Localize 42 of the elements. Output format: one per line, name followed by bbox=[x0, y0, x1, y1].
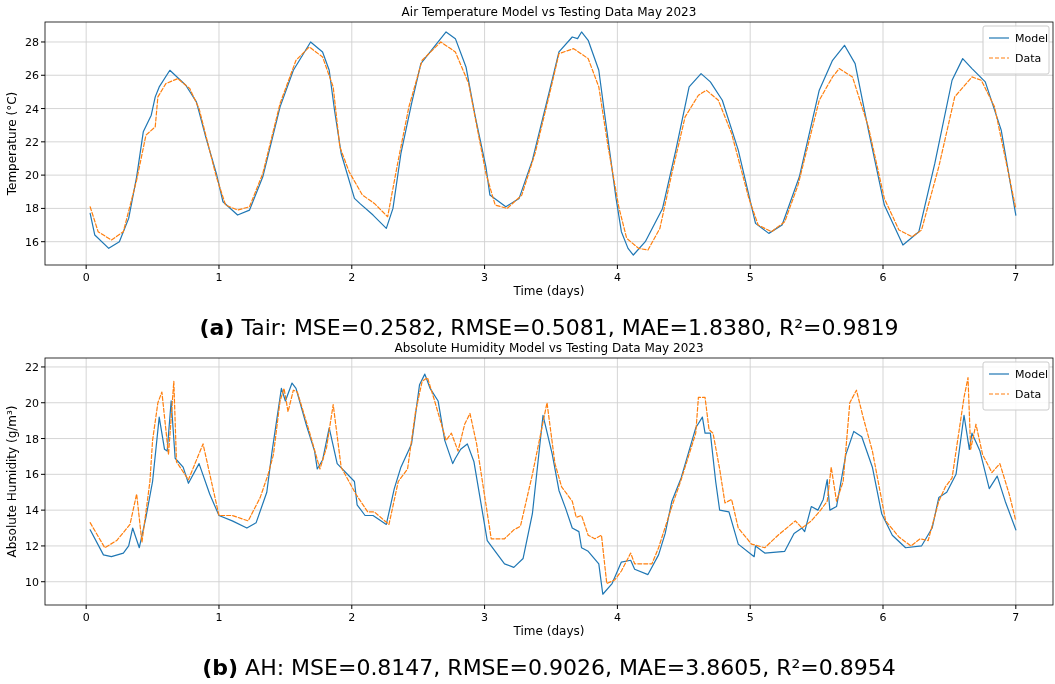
y-tick-label: 20 bbox=[25, 169, 39, 183]
x-tick-label: 5 bbox=[746, 611, 754, 624]
y-tick-label: 20 bbox=[25, 396, 39, 410]
x-tick-label: 3 bbox=[481, 611, 489, 624]
y-tick-label: 28 bbox=[25, 35, 39, 49]
y-tick-label: 14 bbox=[25, 504, 39, 518]
legend-label: Model bbox=[1015, 368, 1049, 381]
x-tick-label: 2 bbox=[348, 611, 356, 624]
text: (b) AH: MSE=0.8147, RMSE=0.9026, MAE=3.8605, R²=0.8954 bbox=[202, 655, 896, 680]
x-tick-label: 2 bbox=[348, 271, 356, 284]
x-tick-label: 0 bbox=[82, 611, 90, 624]
chart-title: Absolute Humidity Model vs Testing Data May 2023 bbox=[394, 341, 704, 355]
y-axis-title: Absolute Humidity (g/m³) bbox=[5, 405, 19, 558]
x-tick-label: 5 bbox=[746, 271, 754, 284]
y-tick-label: 24 bbox=[25, 102, 39, 116]
x-tick-label: 1 bbox=[215, 611, 223, 624]
y-tick-label: 18 bbox=[25, 202, 39, 216]
x-tick-label: 3 bbox=[481, 271, 489, 284]
legend-label: Data bbox=[1015, 52, 1042, 65]
x-tick-label: 4 bbox=[613, 611, 621, 624]
text: (a) Tair: MSE=0.2582, RMSE=0.5081, MAE=1.8380, R²=0.9819 bbox=[199, 315, 899, 340]
legend-label: Model bbox=[1015, 32, 1049, 45]
legend-label: Data bbox=[1015, 388, 1042, 401]
y-tick-label: 18 bbox=[25, 432, 39, 446]
x-tick-label: 7 bbox=[1012, 611, 1020, 624]
x-axis-title: Time (days) bbox=[512, 624, 585, 638]
y-tick-label: 22 bbox=[25, 360, 39, 374]
y-tick-label: 16 bbox=[25, 235, 39, 249]
x-tick-label: 4 bbox=[613, 271, 621, 284]
y-tick-label: 22 bbox=[25, 135, 39, 149]
y-tick-label: 10 bbox=[25, 575, 39, 589]
x-axis-title: Time (days) bbox=[512, 284, 585, 298]
x-tick-label: 7 bbox=[1012, 271, 1020, 284]
x-tick-label: 6 bbox=[879, 611, 887, 624]
x-tick-label: 0 bbox=[82, 271, 90, 284]
y-tick-label: 16 bbox=[25, 468, 39, 482]
y-tick-label: 26 bbox=[25, 69, 39, 83]
chart-title: Air Temperature Model vs Testing Data May 2023 bbox=[401, 5, 697, 19]
x-tick-label: 6 bbox=[879, 271, 887, 284]
y-axis-title: Temperature (°C) bbox=[5, 91, 19, 197]
x-tick-label: 1 bbox=[215, 271, 223, 284]
y-tick-label: 12 bbox=[25, 539, 39, 553]
